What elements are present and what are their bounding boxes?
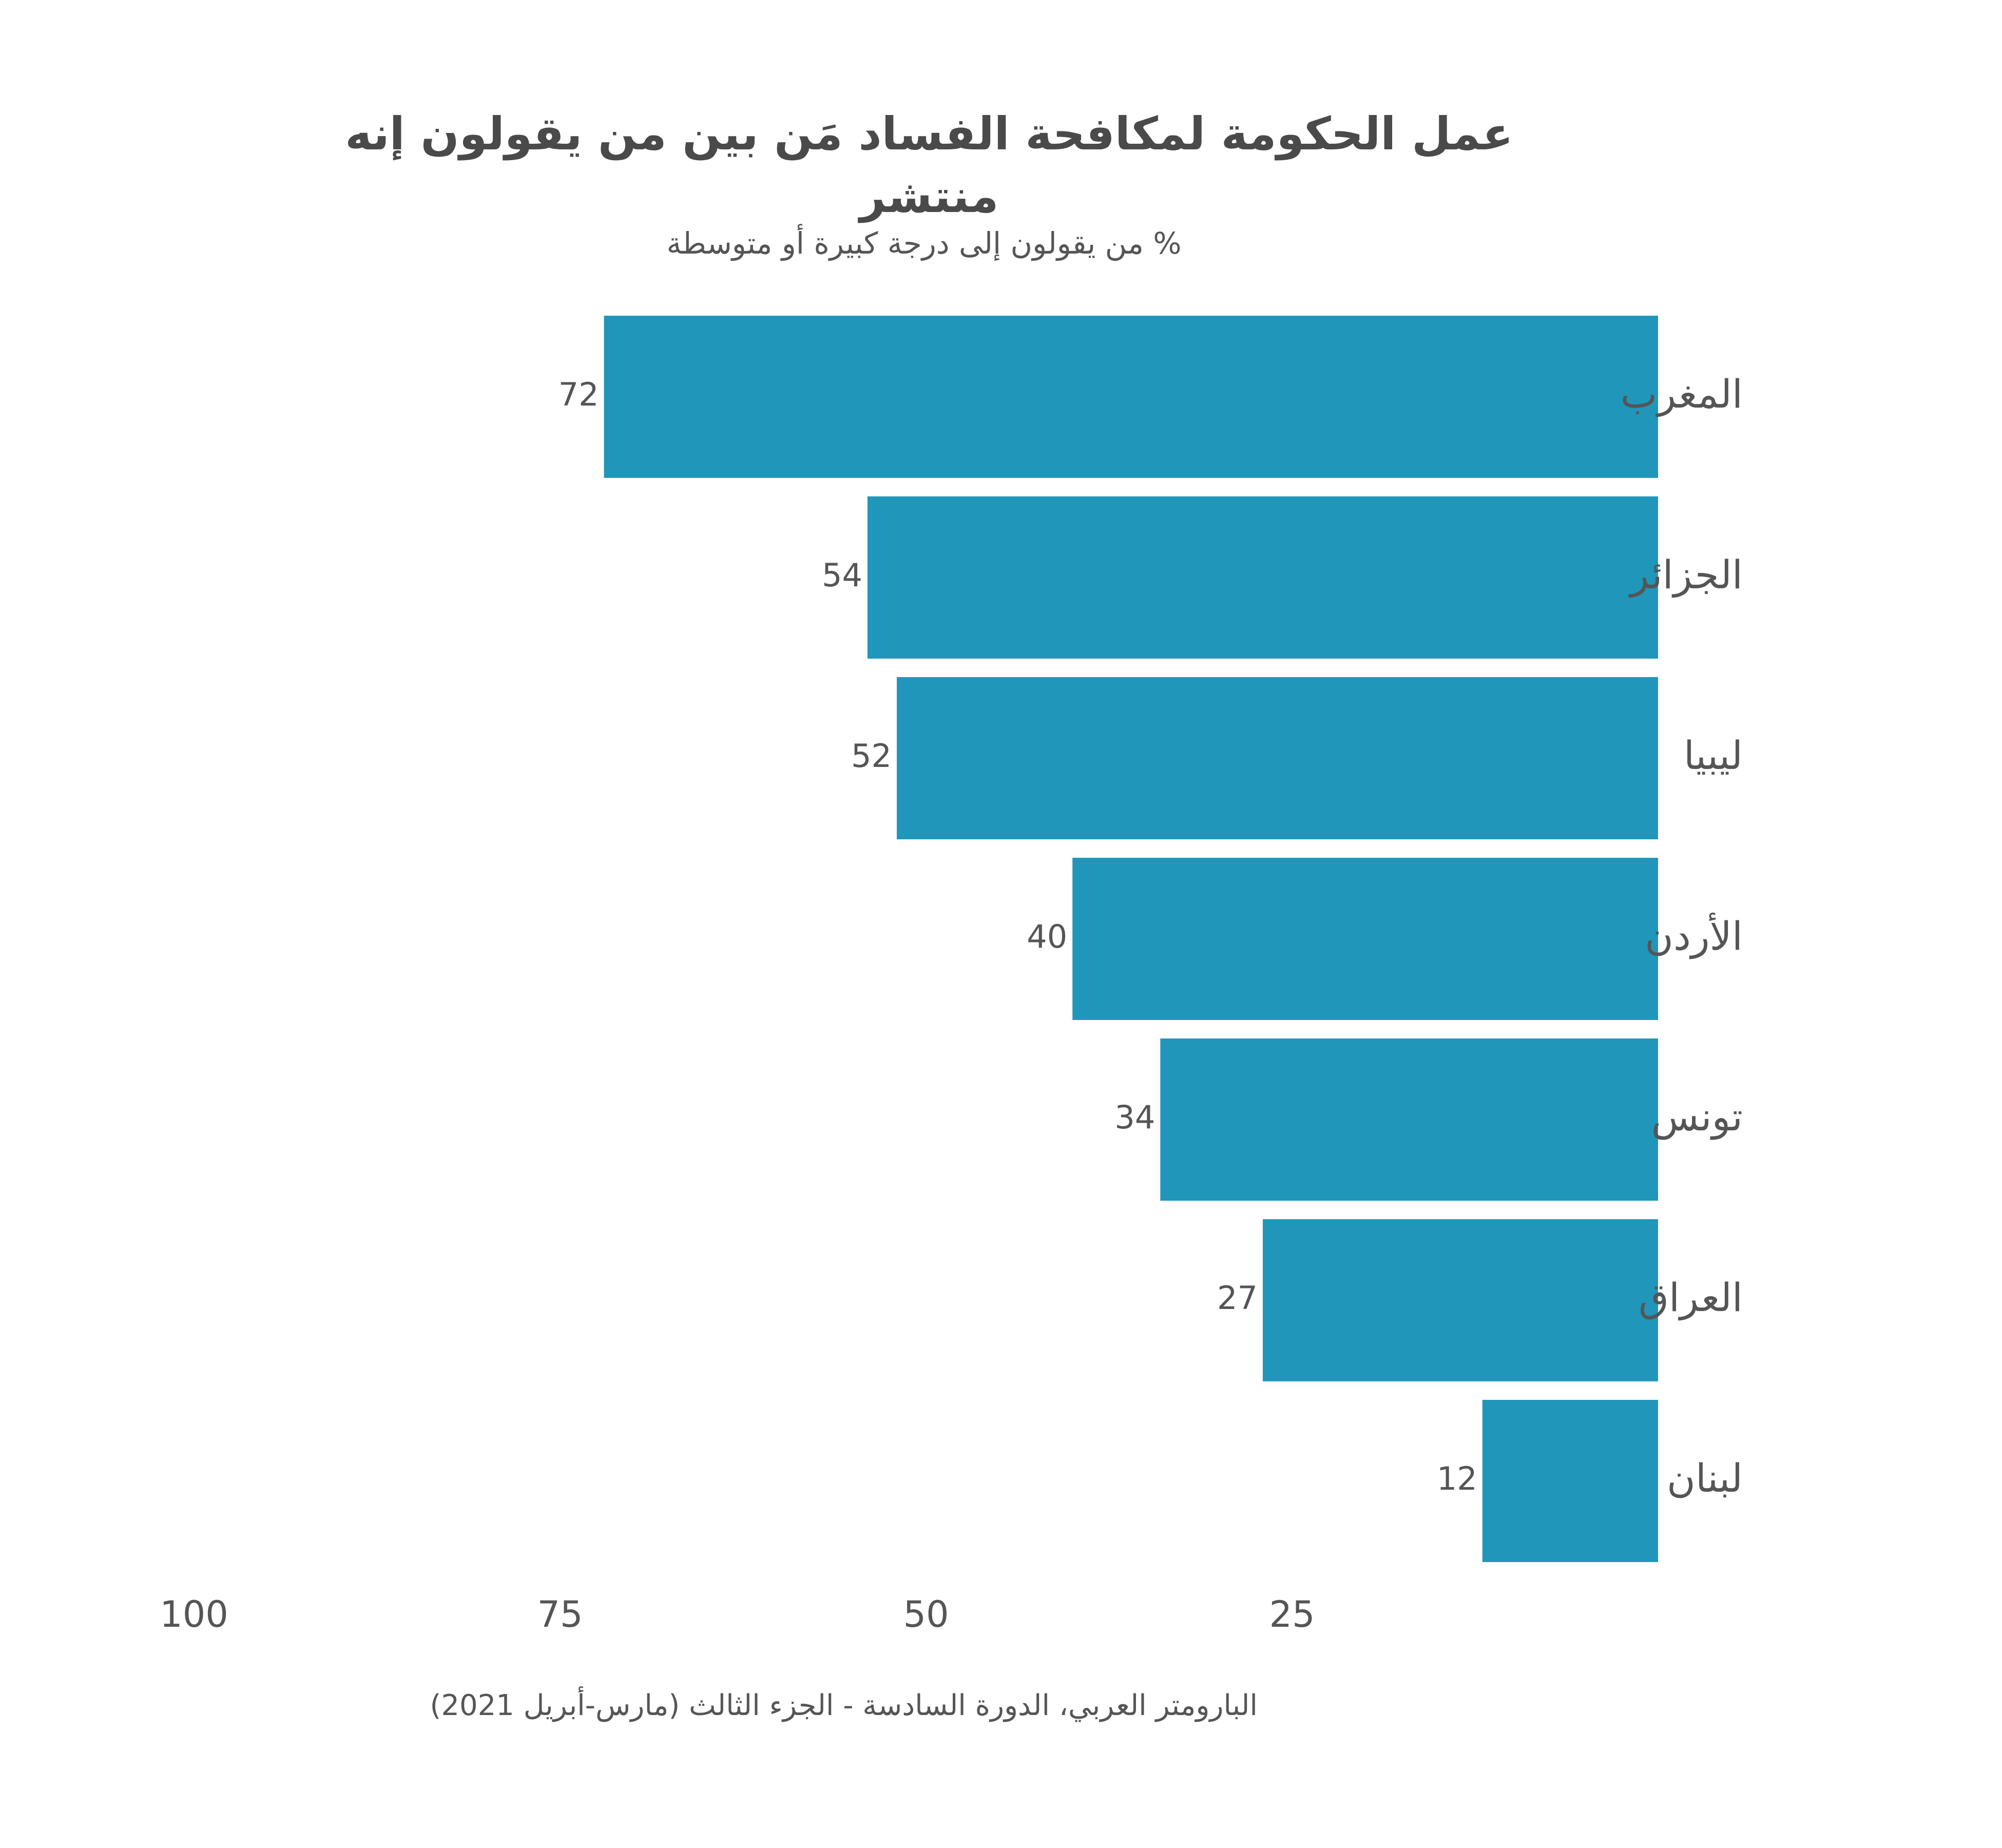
bar-value-label: 40: [1027, 918, 1067, 955]
bar-value-label: 12: [1437, 1460, 1477, 1497]
chart-subtitle: % من يقولون إلى درجة كبيرة أو متوسطة: [666, 226, 1182, 261]
category-label: الأردن: [1645, 913, 1743, 959]
x-tick-label: 50: [903, 1593, 949, 1635]
x-tick-label: 75: [537, 1593, 583, 1635]
chart-title: عمل الحكومة لمكافحة الفساد مَن بين من يق…: [345, 107, 1513, 223]
category-label: الجزائر: [1628, 552, 1743, 598]
bar-value-label: 34: [1114, 1099, 1155, 1136]
bar: [1160, 1038, 1658, 1201]
x-tick-label: 100: [160, 1593, 228, 1635]
bar: [604, 316, 1658, 478]
category-label: ليبيا: [1684, 733, 1743, 778]
bar-value-label: 52: [851, 737, 892, 775]
bar: [896, 677, 1658, 839]
bar: [867, 496, 1658, 659]
category-label: المغرب: [1621, 371, 1743, 417]
category-label: العراق: [1639, 1275, 1743, 1321]
x-tick-label: 25: [1269, 1593, 1315, 1635]
bar-value-label: 54: [822, 556, 862, 594]
bar-value-label: 27: [1217, 1279, 1258, 1317]
source-caption: البارومتر العربي، الدورة السادسة - الجزء…: [430, 1689, 1258, 1722]
category-label: لبنان: [1667, 1455, 1743, 1501]
bar: [1262, 1219, 1658, 1381]
bar: [1072, 858, 1658, 1020]
category-label: تونس: [1651, 1094, 1743, 1140]
bar: [1482, 1400, 1658, 1562]
bar-value-label: 72: [559, 376, 599, 413]
